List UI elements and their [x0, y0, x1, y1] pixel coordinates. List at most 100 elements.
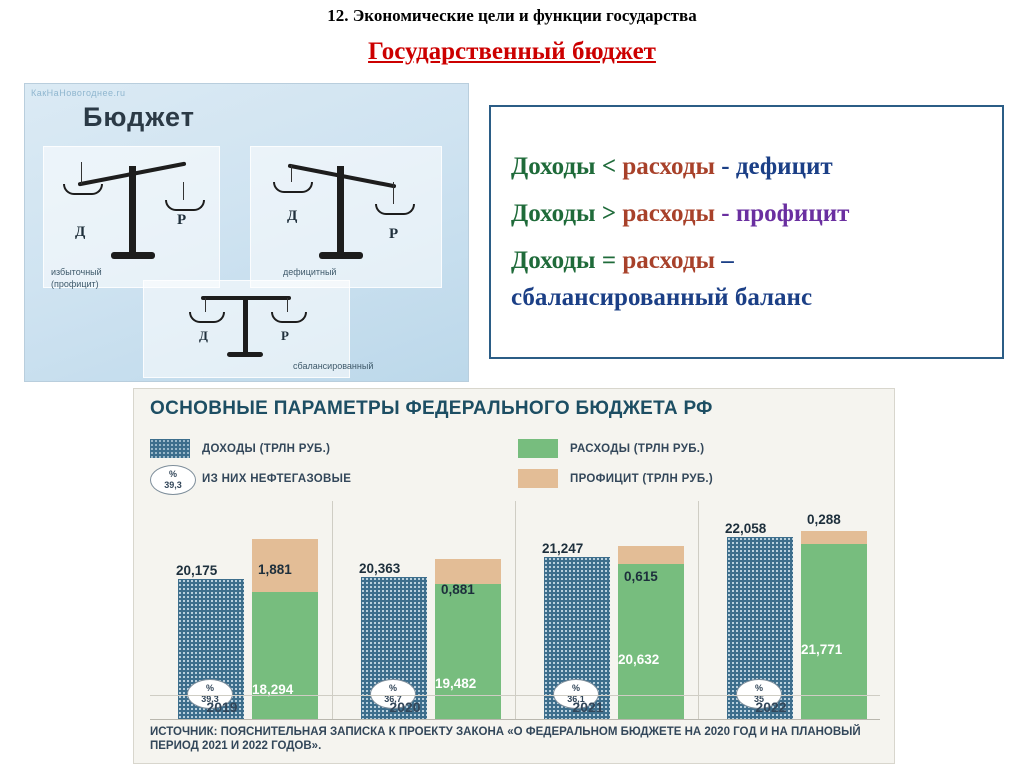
x-tick-2021: 2021	[572, 699, 604, 715]
scale-right-rod-a	[291, 164, 292, 182]
value-surplus-2019: 1,881	[258, 562, 292, 577]
oilgas-percent-symbol-2021: %	[571, 683, 580, 693]
value-revenue-2020: 20,363	[359, 561, 401, 576]
group-divider-3	[698, 501, 699, 719]
chart-source-note: ИСТОЧНИК: ПОЯСНИТЕЛЬНАЯ ЗАПИСКА К ПРОЕКТ…	[150, 726, 861, 752]
budget-illustration: КакНаНовогоднее.ru Бюджет Д Р избыточный…	[24, 83, 469, 382]
oilgas-badge-2022: % 35	[736, 679, 782, 709]
definition-1-operator: <	[601, 153, 617, 180]
scale-bottom-caption: сбалансированный	[293, 361, 374, 371]
scale-bottom-column	[243, 296, 248, 354]
value-expense-2021: 20,632	[618, 652, 660, 667]
bar-surplus-2019	[252, 539, 318, 592]
definition-3-revenue: Доходы	[511, 247, 596, 274]
legend-swatch-oilgas: % 39,3	[150, 465, 196, 495]
legend-label-surplus: ПРОФИЦИТ (ТРЛН РУБ.)	[570, 473, 714, 485]
definition-balanced: Доходы = расходы –	[511, 247, 734, 275]
budget-chart: ОСНОВНЫЕ ПАРАМЕТРЫ ФЕДЕРАЛЬНОГО БЮДЖЕТА …	[133, 388, 895, 764]
scale-left-caption: избыточный (профицит)	[51, 267, 102, 289]
scale-left-label-r: Р	[177, 212, 187, 228]
scale-bottom-label-d: Д	[199, 328, 208, 343]
scale-left-base	[111, 252, 155, 259]
value-expense-2019: 18,294	[252, 682, 294, 697]
group-divider-1	[332, 501, 333, 719]
watermark-text: КакНаНовогоднее.ru	[31, 88, 126, 98]
legend-swatch-surplus	[518, 469, 558, 488]
scale-left-column	[129, 166, 136, 254]
definition-3-operator: =	[601, 247, 617, 274]
value-revenue-2021: 21,247	[542, 541, 584, 556]
definitions-box: Доходы < расходы - дефицит Доходы > расх…	[489, 105, 1004, 359]
definition-1-dash: -	[721, 153, 730, 180]
oilgas-percent-value-2019: 39,3	[201, 694, 219, 704]
x-tick-2020: 2020	[389, 699, 421, 715]
scale-left-pan-a	[63, 184, 103, 195]
scale-right-column	[337, 166, 344, 254]
value-expense-2022: 21,771	[801, 642, 843, 657]
x-tick-2019: 2019	[206, 699, 238, 715]
bar-surplus-2020	[435, 559, 501, 584]
legend-label-revenue: ДОХОДЫ (ТРЛН РУБ.)	[202, 443, 331, 455]
definition-2-operator: >	[601, 200, 617, 227]
bar-expense-2021	[618, 564, 684, 719]
definition-2-result: профицит	[735, 200, 850, 227]
definition-balanced-result: сбалансированный баланс	[511, 284, 813, 311]
legend-oilgas-percent-value: 39,3	[164, 480, 182, 490]
x-axis-line	[150, 719, 880, 720]
scale-bottom-pan-a	[189, 312, 225, 323]
scale-right-pan-a	[273, 182, 313, 193]
definition-1-expense: расходы	[622, 153, 715, 180]
value-surplus-2021: 0,615	[624, 569, 658, 584]
legend-oilgas-percent-symbol: %	[168, 469, 177, 479]
scale-right-pan-b	[375, 204, 415, 215]
definition-1-revenue: Доходы	[511, 153, 596, 180]
bar-surplus-2022	[801, 531, 867, 544]
definition-2-revenue: Доходы	[511, 200, 596, 227]
oilgas-percent-value-2022: 35	[753, 694, 764, 704]
oilgas-percent-symbol-2019: %	[205, 683, 214, 693]
scale-bottom-rod-b	[287, 298, 288, 312]
oilgas-badge-2020: % 36,7	[370, 679, 416, 709]
scale-right-base	[319, 252, 363, 259]
bar-expense-2020	[435, 584, 501, 719]
scale-bottom-pan-b	[271, 312, 307, 323]
scale-right-caption: дефицитный	[283, 267, 337, 277]
bar-group-2021: 21,247 % 36,1 20,632 0,615	[542, 501, 694, 719]
definition-deficit: Доходы < расходы - дефицит	[511, 153, 833, 181]
illustration-title: Бюджет	[83, 102, 195, 132]
group-divider-2	[515, 501, 516, 719]
definition-2-dash: -	[721, 200, 730, 227]
value-surplus-2022: 0,288	[807, 512, 841, 527]
scale-right-label-r: Р	[389, 226, 399, 242]
oilgas-badge-2021: % 36,1	[553, 679, 599, 709]
bar-group-2022: 22,058 % 35 21,771 0,288	[725, 501, 877, 719]
scale-left-pan-b	[165, 200, 205, 211]
scale-left-rod-a	[81, 162, 82, 184]
scale-bottom-rod-a	[205, 298, 206, 312]
scale-left-label-d: Д	[75, 224, 86, 240]
oilgas-percent-symbol-2020: %	[388, 683, 397, 693]
definition-3-dash: –	[721, 247, 734, 274]
definition-1-result: дефицит	[735, 153, 833, 180]
chart-title: ОСНОВНЫЕ ПАРАМЕТРЫ ФЕДЕРАЛЬНОГО БЮДЖЕТА …	[150, 398, 713, 419]
page-title: 12. Экономические цели и функции государ…	[327, 6, 697, 25]
legend-swatch-revenue	[150, 439, 190, 458]
bar-group-2020: 20,363 % 36,7 19,482 0,881	[359, 501, 511, 719]
definition-surplus: Доходы > расходы - профицит	[511, 200, 849, 228]
bar-surplus-2021	[618, 546, 684, 564]
legend-label-oilgas: ИЗ НИХ НЕФТЕГАЗОВЫЕ	[202, 473, 352, 485]
value-revenue-2022: 22,058	[725, 521, 767, 536]
panel-deficit	[250, 146, 442, 288]
legend-swatch-expense	[518, 439, 558, 458]
definition-3-expense: расходы	[622, 247, 715, 274]
bar-expense-2019	[252, 592, 318, 719]
x-tick-2022: 2022	[755, 699, 787, 715]
scale-right-label-d: Д	[287, 208, 298, 224]
definition-2-expense: расходы	[622, 200, 715, 227]
oilgas-badge-2019: % 39,3	[187, 679, 233, 709]
scale-left-rod-b	[183, 182, 184, 200]
chart-legend: ДОХОДЫ (ТРЛН РУБ.) РАСХОДЫ (ТРЛН РУБ.) %…	[150, 437, 880, 495]
oilgas-percent-symbol-2022: %	[754, 683, 763, 693]
bar-group-2019: 20,175 % 39,3 18,294 1,881	[176, 501, 328, 719]
scale-bottom-base	[227, 352, 263, 357]
